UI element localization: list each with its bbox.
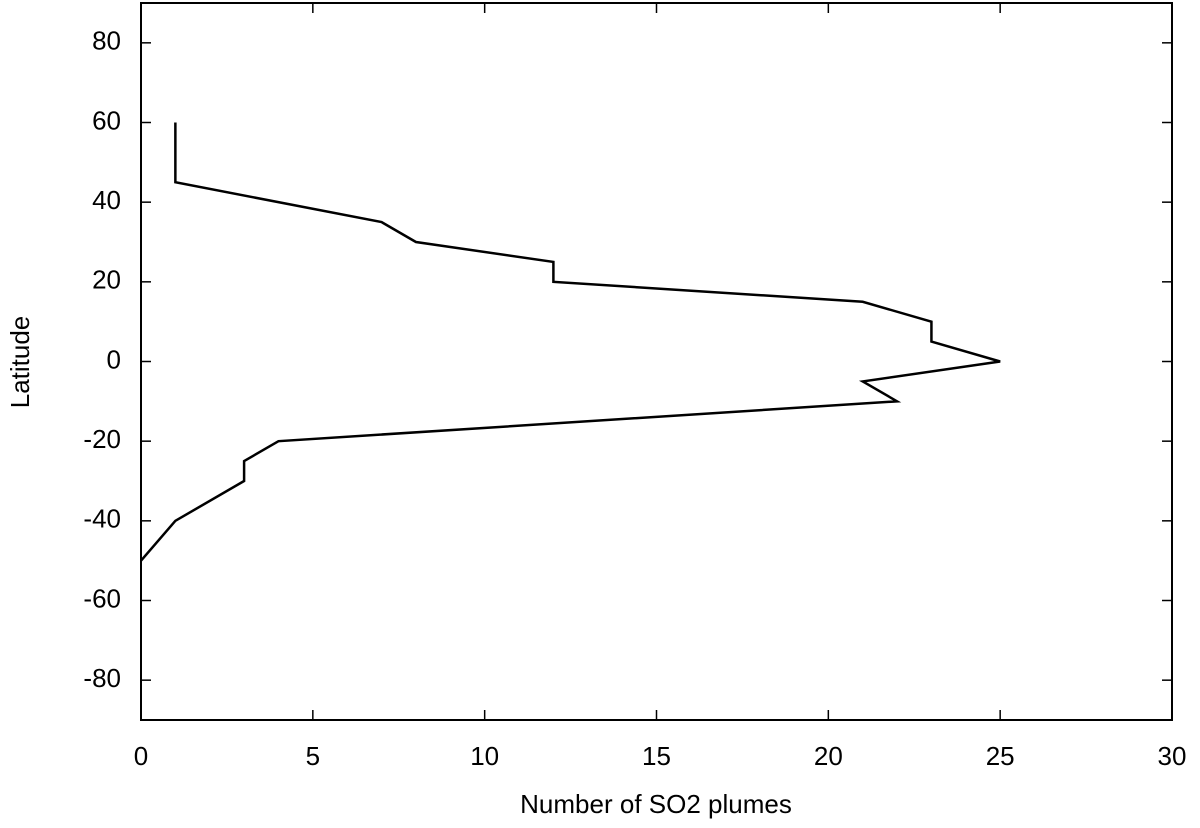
- y-tick-label: 40: [92, 185, 121, 215]
- x-tick-label: 30: [1158, 741, 1187, 771]
- y-tick-label: 20: [92, 265, 121, 295]
- x-tick-label: 10: [470, 741, 499, 771]
- y-tick-label: 80: [92, 26, 121, 56]
- y-tick-label: 60: [92, 105, 121, 135]
- x-tick-label: 20: [814, 741, 843, 771]
- y-tick-label: 0: [107, 344, 121, 374]
- y-tick-label: -20: [83, 424, 121, 454]
- x-tick-label: 25: [986, 741, 1015, 771]
- y-tick-label: -80: [83, 663, 121, 693]
- x-tick-label: 0: [134, 741, 148, 771]
- x-tick-label: 15: [642, 741, 671, 771]
- x-tick-label: 5: [306, 741, 320, 771]
- y-tick-label: -40: [83, 504, 121, 534]
- y-axis-label: Latitude: [5, 316, 35, 409]
- data-line: [140, 122, 1001, 562]
- plot-frame: [140, 2, 1173, 721]
- x-axis-label: Number of SO2 plumes: [520, 789, 792, 819]
- y-tick-label: -60: [83, 583, 121, 613]
